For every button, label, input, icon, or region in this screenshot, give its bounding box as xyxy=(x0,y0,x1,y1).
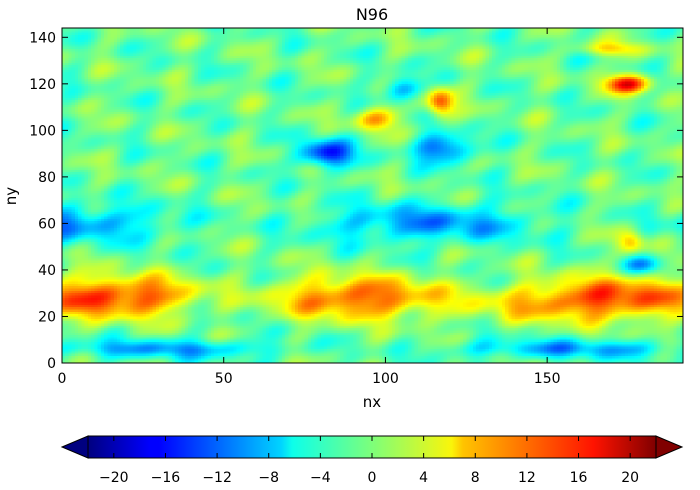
colorbar-tick-label: −8 xyxy=(258,470,279,486)
heatmap-image xyxy=(62,28,683,363)
colorbar-tick-label: −4 xyxy=(310,470,331,486)
colorbar-tick-label: 0 xyxy=(368,470,377,486)
colorbar-tick-label: −12 xyxy=(202,470,232,486)
x-tick-label: 100 xyxy=(372,371,399,387)
colorbar-extend-high xyxy=(655,435,684,459)
colorbar-tick-label: −16 xyxy=(151,470,181,486)
y-tick-label: 40 xyxy=(38,263,56,279)
heatmap-plot-area xyxy=(61,27,684,364)
colorbar-ticks: −20 −16 −12 −8 −4 0 4 8 12 16 20 xyxy=(99,436,639,486)
x-tick-label: 150 xyxy=(534,371,561,387)
y-axis-ticks: 0 20 40 60 80 100 120 140 xyxy=(29,30,683,372)
colorbar-tick-label: −20 xyxy=(99,470,129,486)
colorbar-tick-label: 8 xyxy=(471,470,480,486)
colorbar-tick-label: 4 xyxy=(419,470,428,486)
x-tick-label: 0 xyxy=(58,371,67,387)
y-tick-label: 60 xyxy=(38,216,56,232)
x-axis-ticks: 0 50 100 150 xyxy=(58,28,561,387)
y-axis-label: ny xyxy=(2,187,20,206)
x-tick-label: 50 xyxy=(215,371,233,387)
y-tick-label: 0 xyxy=(47,356,56,372)
y-tick-label: 120 xyxy=(29,77,56,93)
plot-frame xyxy=(61,27,684,364)
colorbar-tick-label: 20 xyxy=(621,470,639,486)
colorbar-tick-label: 12 xyxy=(518,470,536,486)
y-tick-label: 100 xyxy=(29,123,56,139)
chart-title: N96 xyxy=(356,5,388,24)
colorbar-extend-low xyxy=(60,435,89,459)
y-tick-label: 80 xyxy=(38,170,56,186)
colorbar-tick-label: 16 xyxy=(570,470,588,486)
x-axis-label: nx xyxy=(363,393,382,411)
colorbar: −20 −16 −12 −8 −4 0 4 8 12 16 20 xyxy=(60,435,684,486)
y-tick-label: 140 xyxy=(29,30,56,46)
y-tick-label: 20 xyxy=(38,309,56,325)
